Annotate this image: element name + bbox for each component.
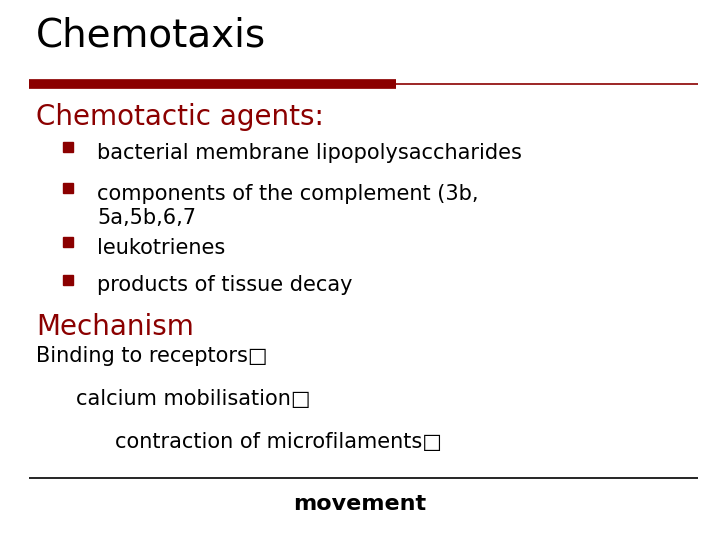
- Text: Chemotaxis: Chemotaxis: [36, 16, 266, 54]
- Text: components of the complement (3b,
5a,5b,6,7: components of the complement (3b, 5a,5b,…: [97, 184, 479, 228]
- Text: Mechanism: Mechanism: [36, 313, 194, 341]
- Text: movement: movement: [294, 494, 426, 514]
- Text: leukotrienes: leukotrienes: [97, 238, 225, 258]
- Text: Binding to receptors□: Binding to receptors□: [36, 346, 268, 366]
- Text: Chemotactic agents:: Chemotactic agents:: [36, 103, 324, 131]
- Text: calcium mobilisation□: calcium mobilisation□: [76, 389, 310, 409]
- Text: products of tissue decay: products of tissue decay: [97, 275, 353, 295]
- Text: contraction of microfilaments□: contraction of microfilaments□: [115, 432, 442, 452]
- Text: bacterial membrane lipopolysaccharides: bacterial membrane lipopolysaccharides: [97, 143, 522, 163]
